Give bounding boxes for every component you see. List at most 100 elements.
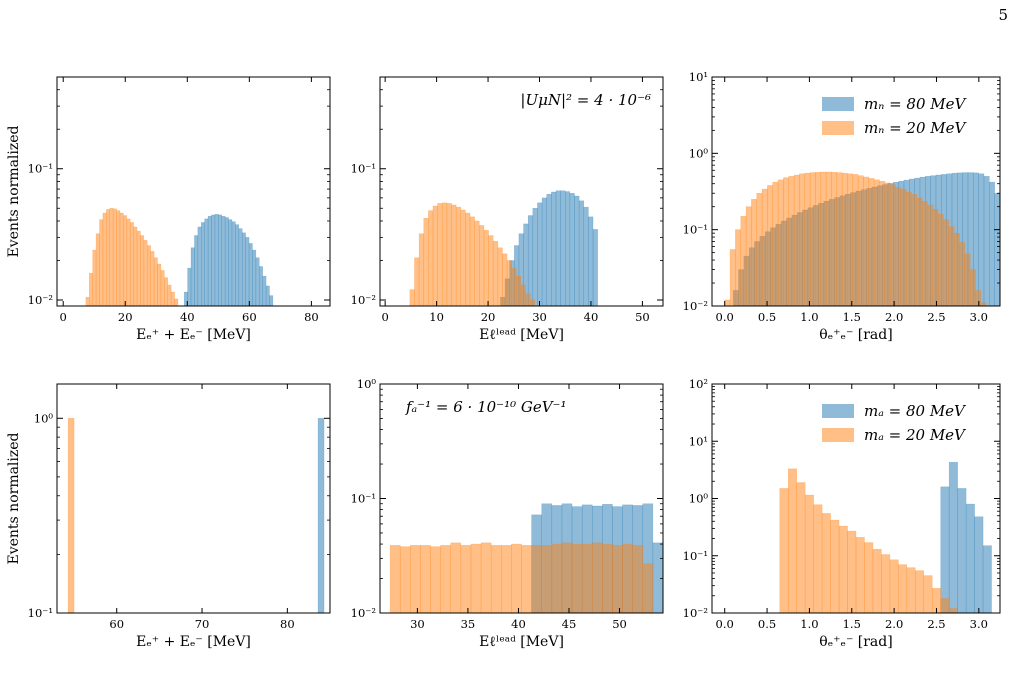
histogram-bar <box>389 545 401 613</box>
x-tick-label: 1.0 <box>800 617 818 631</box>
x-tick-label: 40 <box>180 310 195 324</box>
y-tick-label: 10⁻¹ <box>28 162 53 176</box>
histogram-bar <box>975 290 982 306</box>
histogram-bar <box>592 542 603 613</box>
histogram-bar <box>470 543 482 613</box>
histogram-bar <box>317 418 325 613</box>
histogram-bar <box>948 608 958 613</box>
histogram-bar <box>879 181 886 306</box>
histogram-bar <box>588 216 594 306</box>
histogram-bar <box>221 215 226 306</box>
x-tick-label: 35 <box>461 617 476 631</box>
histogram-bar <box>241 232 246 306</box>
x-axis-label: Eₑ⁺ + Eₑ⁻ [MeV] <box>136 327 251 343</box>
histogram-bar <box>224 217 229 306</box>
y-tick-label: 10⁰ <box>689 146 709 160</box>
histogram-bar <box>804 494 814 613</box>
x-tick-label: 2.5 <box>927 310 945 324</box>
histogram-bar <box>994 192 1000 306</box>
histogram-bar <box>943 219 950 306</box>
histogram-bar <box>465 212 471 306</box>
histogram-bar <box>724 299 731 306</box>
x-tick-label: 60 <box>109 617 124 631</box>
x-axis-label: θₑ⁺ₑ⁻ [rad] <box>819 327 892 343</box>
histogram-bar <box>592 229 598 306</box>
legend-label: mₐ = 80 MeV <box>864 402 967 420</box>
histogram-bar <box>940 598 950 613</box>
histogram-bar <box>123 215 128 306</box>
histogram-bar <box>204 218 209 306</box>
histogram-bar <box>574 195 580 306</box>
histogram-bar <box>440 545 451 613</box>
histogram-bar <box>796 482 806 613</box>
legend-swatch <box>822 97 854 111</box>
histogram-bar <box>815 172 822 306</box>
histogram-bar <box>884 182 891 306</box>
x-tick-label: 45 <box>562 617 577 631</box>
histogram-bar <box>218 214 222 306</box>
x-tick-label: 1.5 <box>843 617 861 631</box>
histogram-bar <box>767 185 773 306</box>
histogram-bar <box>410 545 421 613</box>
histogram-bar <box>906 567 916 613</box>
histogram-bar <box>418 233 424 306</box>
y-tick-label: 10⁻¹ <box>351 162 376 176</box>
histogram-bar <box>569 193 575 306</box>
histogram-bar <box>450 542 462 613</box>
y-tick-label: 10⁰ <box>357 377 377 391</box>
histogram-bar <box>516 275 522 306</box>
histogram-bar <box>652 542 663 613</box>
y-tick-label: 10⁻² <box>28 293 53 307</box>
legend-label: mₙ = 20 MeV <box>864 119 967 137</box>
histogram-bar <box>825 171 832 306</box>
histogram-bar <box>982 545 992 613</box>
histogram-bar <box>932 209 939 306</box>
blue-series <box>500 190 598 306</box>
y-tick-label: 10⁰ <box>34 411 54 425</box>
histogram-bar <box>432 205 438 306</box>
histogram-bar <box>255 257 260 306</box>
bars-layer <box>409 190 598 306</box>
histogram-bar <box>150 251 155 306</box>
axes-frame <box>56 76 331 307</box>
histogram-bar <box>511 267 517 306</box>
histogram-bar <box>140 235 145 306</box>
histogram-bar <box>197 226 202 306</box>
histogram-bar <box>756 192 763 306</box>
y-tick-label: 10¹ <box>689 434 708 448</box>
histogram-bar <box>143 240 148 306</box>
histogram-bar <box>836 172 843 306</box>
histogram-bar <box>511 543 522 613</box>
histogram-bar <box>238 228 243 306</box>
histogram-bar <box>214 214 219 306</box>
histogram-bar <box>420 545 431 613</box>
histogram-bar <box>207 215 212 306</box>
panel-1: 0 20 40 60 80 10⁻² 10⁻¹ Eₑ⁺ + Eₑ⁻ [MeV] Events n… <box>6 76 331 343</box>
histogram-bar <box>190 247 195 306</box>
histogram-bar <box>873 179 880 306</box>
histogram-bar <box>772 181 779 306</box>
x-axis-label: Eℓˡᵉᵃᵈ [MeV] <box>479 634 564 650</box>
histogram-bar <box>537 202 543 306</box>
histogram-bar <box>126 218 131 306</box>
histogram-bar <box>147 245 151 306</box>
x-tick-label: 50 <box>612 617 627 631</box>
histogram-bar <box>174 298 179 306</box>
x-tick-label: 0.0 <box>716 617 734 631</box>
histogram-bar <box>735 229 741 306</box>
histogram-bar <box>974 516 984 613</box>
histogram-bar <box>153 257 158 306</box>
histogram-bar <box>745 206 752 306</box>
y-tick-label: 10⁻¹ <box>28 606 53 620</box>
histogram-bar <box>167 284 172 306</box>
histogram-bar <box>959 242 966 306</box>
x-tick-label: 10 <box>429 310 444 324</box>
histogram-bar <box>964 253 971 306</box>
histogram-bar <box>92 249 97 306</box>
panel-3: 0.0 0.5 1.0 1.5 2.0 2.5 3.0 10⁻² 10⁻¹ 10⁰ 10¹ θₑ⁺ₑ⁻… <box>683 70 1001 343</box>
histogram-bar <box>506 260 512 306</box>
histogram-bar <box>259 266 263 306</box>
histogram-bar <box>581 543 593 613</box>
orange-series <box>409 202 536 306</box>
histogram-bar <box>228 219 233 306</box>
